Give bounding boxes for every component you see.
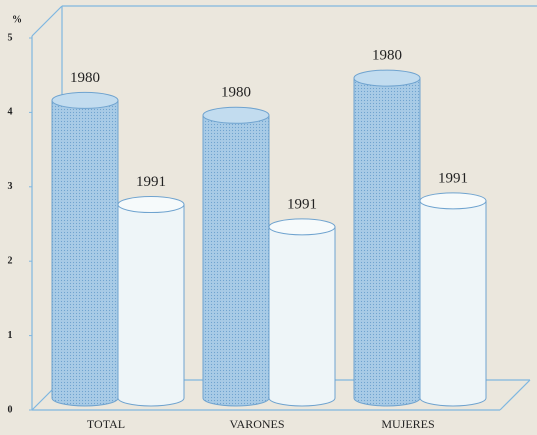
cylinder-top	[268, 218, 336, 236]
cylinder-top	[202, 106, 270, 124]
y-tick-label: 3	[8, 181, 13, 192]
y-tick-label: 0	[8, 404, 13, 415]
cylinder-top	[117, 196, 185, 214]
data-label: 1991	[287, 196, 317, 212]
y-tick-label: 4	[8, 107, 13, 118]
x-tick-label: VARONES	[229, 417, 284, 431]
cylinder-texture	[354, 78, 420, 406]
cylinder-texture	[203, 115, 269, 406]
data-label: 1980	[221, 85, 251, 101]
cylinder-body	[419, 200, 487, 407]
x-tick-label: TOTAL	[87, 417, 125, 431]
y-tick-label: 5	[8, 32, 13, 43]
data-label: 1980	[70, 70, 100, 86]
cylinder	[202, 106, 270, 407]
cylinder	[268, 218, 336, 407]
cylinder-body	[117, 204, 185, 407]
y-axis-label: %	[12, 14, 22, 25]
data-label: 1991	[438, 170, 468, 186]
y-tick-label: 2	[8, 255, 13, 266]
cylinder-top	[419, 192, 487, 210]
data-label: 1991	[136, 174, 166, 190]
y-tick-label: 1	[8, 330, 13, 341]
cylinder-body	[268, 226, 336, 407]
cylinder-top	[353, 69, 421, 87]
cylinder-texture	[52, 100, 118, 407]
cylinder	[51, 91, 119, 407]
data-label: 1980	[372, 48, 402, 64]
x-tick-label: MUJERES	[381, 417, 434, 431]
cylinder	[353, 69, 421, 407]
cylinder	[117, 196, 185, 407]
cylinder	[419, 192, 487, 407]
cylinder-top	[51, 91, 119, 109]
